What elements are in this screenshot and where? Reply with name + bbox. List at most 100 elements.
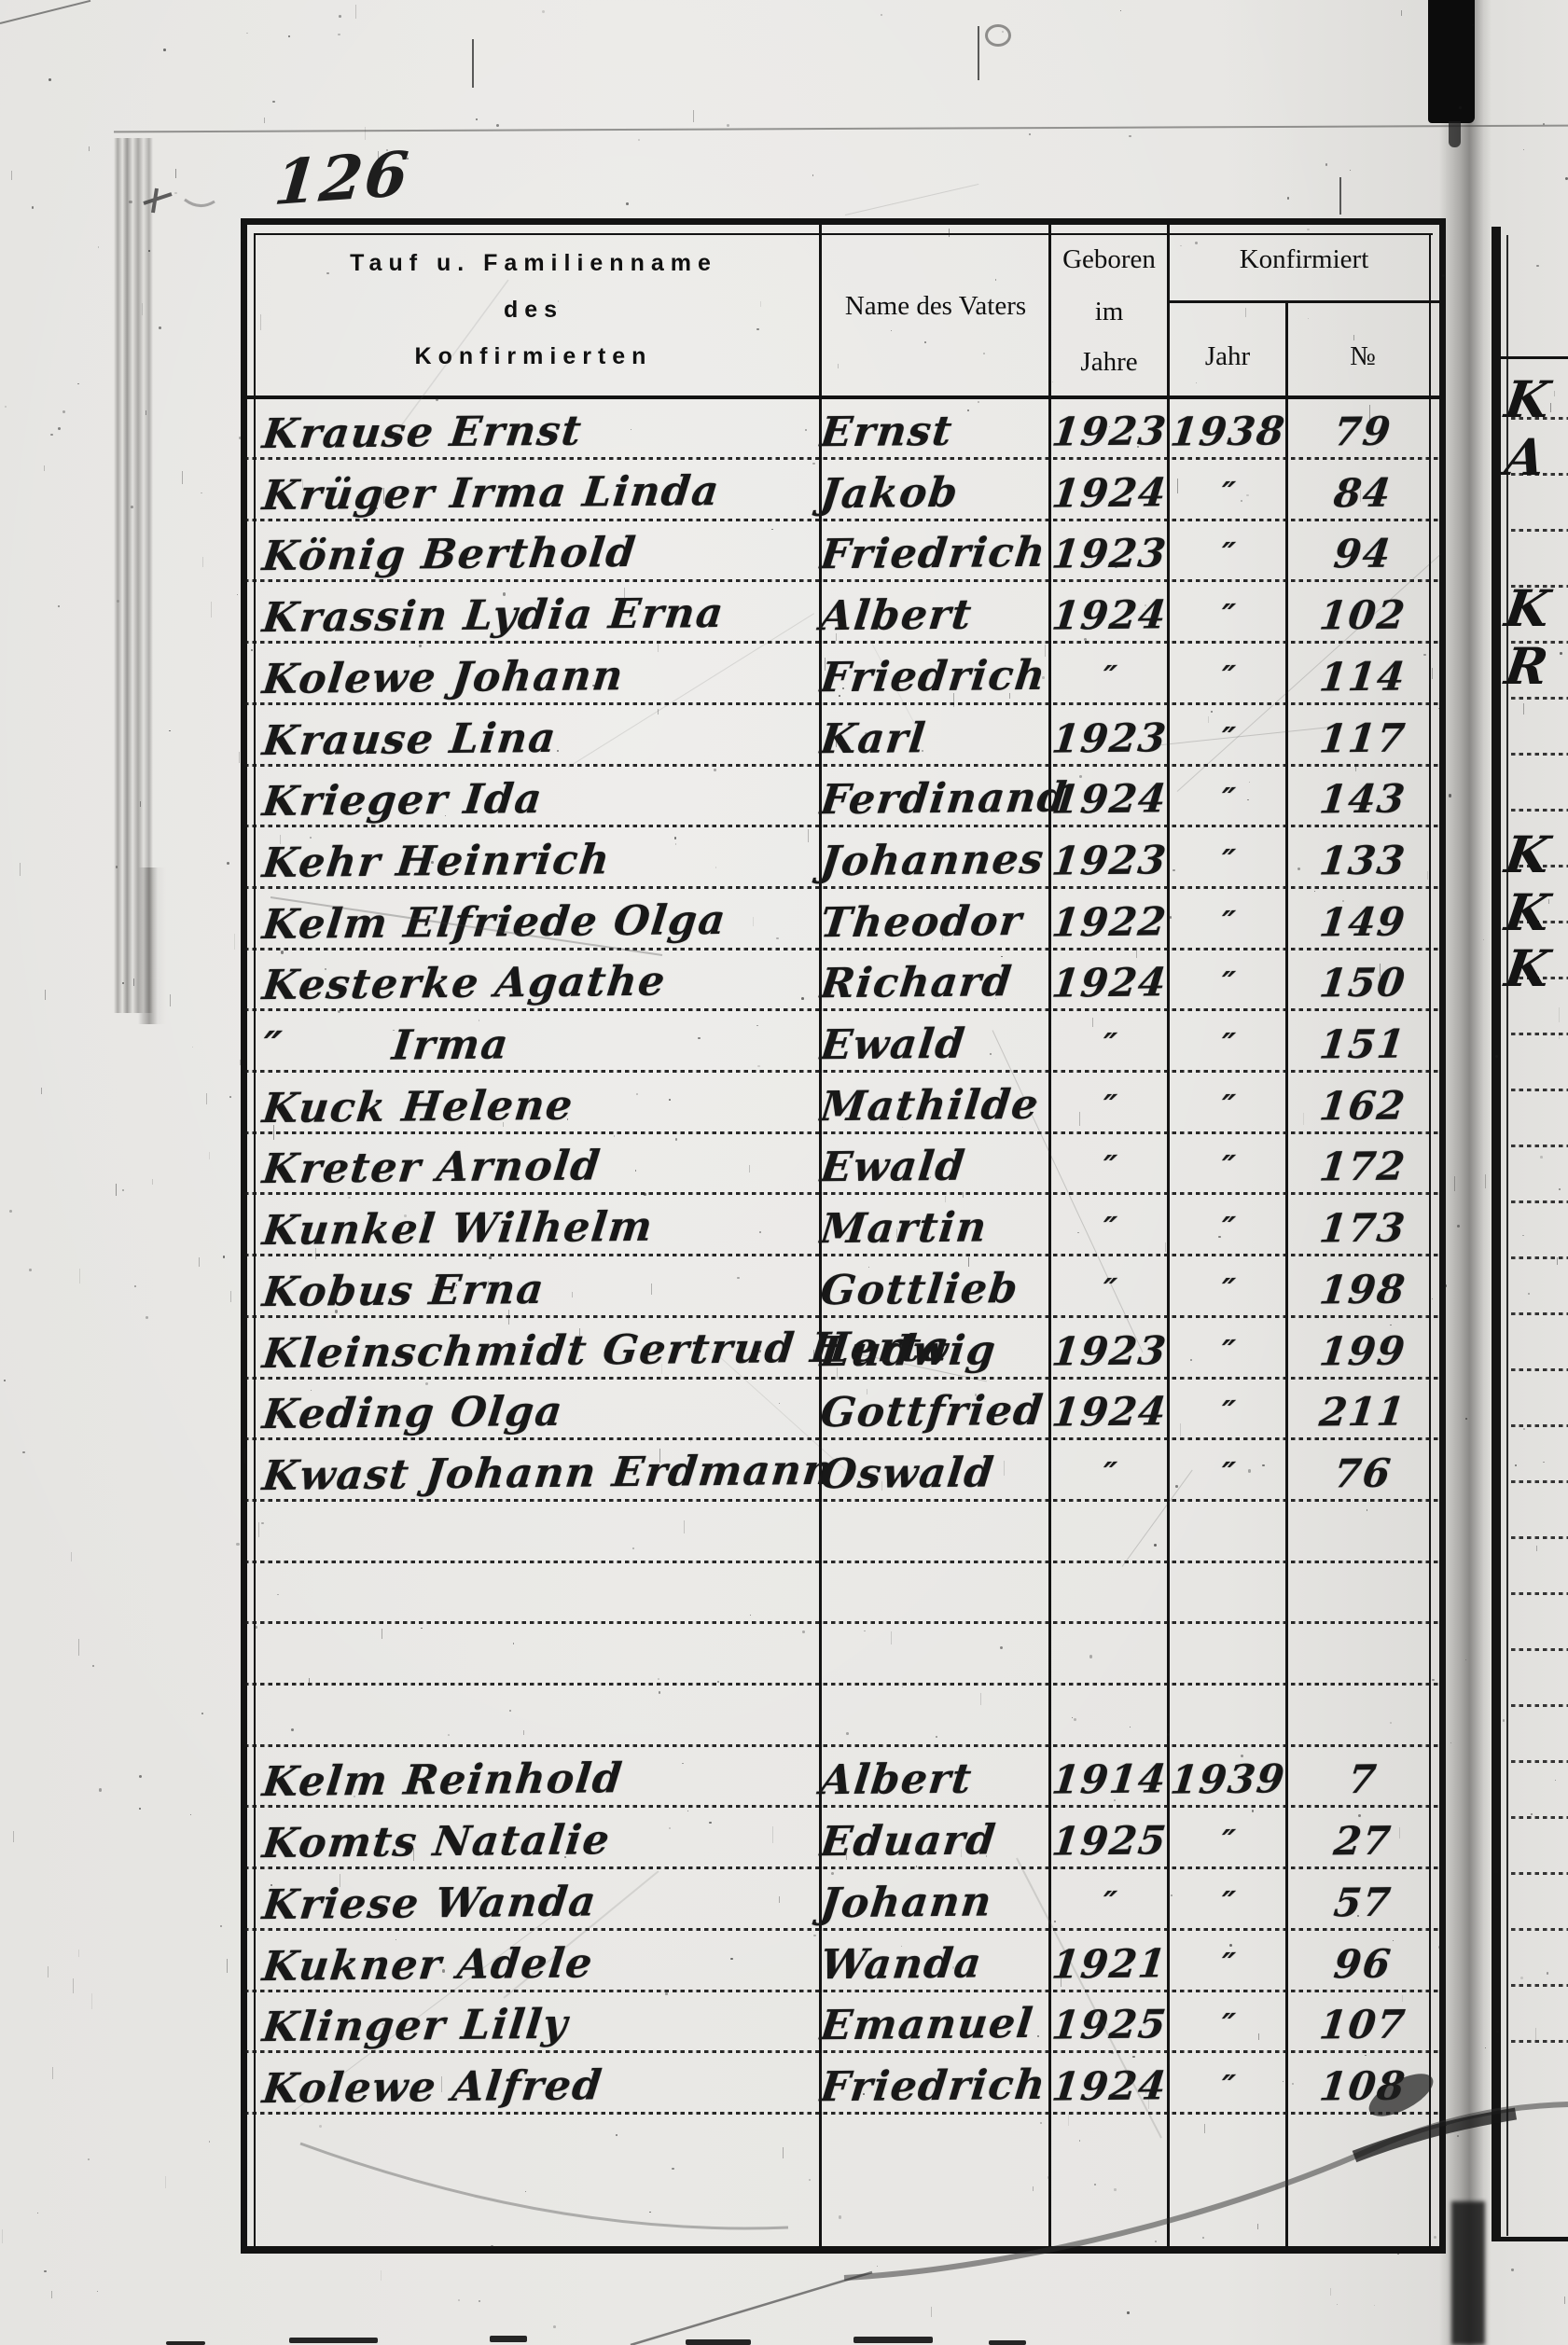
noise-speck bbox=[209, 2141, 211, 2143]
noise-dash bbox=[952, 692, 954, 708]
noise-speck bbox=[1390, 1324, 1392, 1326]
noise-dash bbox=[1535, 2027, 1537, 2042]
noise-speck bbox=[458, 1236, 462, 1239]
noise-speck bbox=[1089, 1655, 1093, 1658]
noise-dash bbox=[650, 1283, 652, 1295]
noise-dash bbox=[942, 934, 944, 941]
noise-dash bbox=[132, 978, 134, 987]
right-page-dotted-rule bbox=[1511, 1928, 1568, 1931]
noise-speck bbox=[1349, 169, 1352, 172]
noise-dash bbox=[152, 1178, 154, 1185]
noise-speck bbox=[626, 202, 629, 206]
noise-speck bbox=[902, 1355, 904, 1357]
bottom-edge-marks bbox=[166, 2336, 1026, 2345]
noise-speck bbox=[929, 1176, 932, 1178]
table-row: Kwast Johann Erdmann Oswald ″ ″ 76 bbox=[244, 1440, 1442, 1502]
noise-speck bbox=[877, 2265, 879, 2268]
dotted-row-rule bbox=[244, 885, 1442, 889]
noise-speck bbox=[840, 615, 843, 617]
noise-dash bbox=[264, 118, 266, 123]
ring-smudge bbox=[985, 24, 1011, 47]
scratch-line bbox=[391, 279, 509, 439]
noise-dash bbox=[1176, 479, 1178, 493]
noise-speck bbox=[1543, 1461, 1545, 1464]
noise-dash bbox=[579, 1327, 581, 1337]
noise-speck bbox=[1560, 651, 1563, 655]
noise-speck bbox=[1450, 1741, 1452, 1743]
noise-speck bbox=[22, 1450, 25, 1454]
noise-dash bbox=[233, 933, 235, 950]
noise-speck bbox=[1131, 2055, 1135, 2059]
right-page-dotted-rule bbox=[1511, 809, 1568, 812]
noise-speck bbox=[985, 1855, 988, 1858]
noise-dash bbox=[140, 800, 142, 807]
noise-speck bbox=[1356, 1915, 1359, 1918]
noise-speck bbox=[1431, 1298, 1433, 1300]
noise-dash bbox=[1145, 2086, 1146, 2094]
noise-speck bbox=[1523, 1427, 1526, 1431]
right-page-dotted-rule bbox=[1511, 641, 1568, 644]
noise-dash bbox=[79, 1269, 81, 1284]
header-born-line3: Jahre bbox=[1080, 347, 1138, 377]
noise-dash bbox=[683, 1519, 685, 1534]
noise-speck bbox=[1079, 775, 1082, 778]
noise-dash bbox=[41, 1088, 43, 1095]
book-fold-dark-bottom bbox=[1451, 2201, 1485, 2345]
noise-speck bbox=[845, 1731, 849, 1735]
noise-dash bbox=[771, 1826, 773, 1843]
noise-dash bbox=[52, 2067, 54, 2079]
header-father: Name des Vaters bbox=[844, 291, 1027, 321]
noise-speck bbox=[1444, 1284, 1448, 1287]
noise-dash bbox=[624, 588, 626, 602]
noise-speck bbox=[411, 436, 415, 438]
noise-speck bbox=[994, 998, 996, 1000]
dotted-row-rule bbox=[244, 1131, 1442, 1134]
noise-speck bbox=[145, 1316, 148, 1320]
noise-speck bbox=[326, 271, 329, 275]
noise-speck bbox=[1034, 1101, 1038, 1103]
noise-speck bbox=[1459, 106, 1463, 110]
noise-speck bbox=[869, 1119, 872, 1122]
noise-dash bbox=[1068, 2112, 1070, 2126]
noise-dash bbox=[208, 1152, 210, 1160]
noise-speck bbox=[441, 1969, 445, 1973]
noise-speck bbox=[709, 1821, 712, 1825]
noise-dash bbox=[963, 1192, 964, 1198]
noise-speck bbox=[1246, 493, 1249, 497]
table-row: Kobus Erna Gottlieb ″ ″ 198 bbox=[244, 1256, 1442, 1318]
header-name-line2: des bbox=[503, 297, 564, 323]
noise-dash bbox=[174, 169, 176, 179]
noise-speck bbox=[1247, 1469, 1252, 1473]
noise-speck bbox=[966, 409, 969, 412]
noise-dash bbox=[1559, 1034, 1561, 1040]
noise-speck bbox=[838, 2215, 841, 2219]
noise-dash bbox=[272, 1125, 274, 1140]
noise-dash bbox=[881, 1481, 883, 1492]
noise-dash bbox=[528, 1102, 530, 1115]
right-page-dotted-rule bbox=[1511, 473, 1568, 476]
noise-speck bbox=[91, 1664, 95, 1667]
noise-speck bbox=[1464, 1417, 1467, 1421]
noise-dash bbox=[532, 619, 534, 630]
noise-speck bbox=[1144, 2022, 1147, 2025]
noise-dash bbox=[1359, 490, 1361, 502]
noise-speck bbox=[508, 1709, 511, 1713]
noise-dash bbox=[660, 1364, 662, 1374]
noise-dash bbox=[244, 1448, 246, 1464]
noise-speck bbox=[425, 1381, 429, 1385]
noise-speck bbox=[757, 1064, 760, 1068]
noise-speck bbox=[385, 148, 389, 152]
noise-speck bbox=[1190, 1359, 1193, 1362]
noise-speck bbox=[116, 600, 119, 604]
table-row: Komts Natalie Eduard 1925 ″ 27 bbox=[244, 1808, 1442, 1870]
noise-speck bbox=[1559, 1188, 1561, 1190]
noise-speck bbox=[675, 843, 677, 845]
noise-dash bbox=[71, 1552, 73, 1562]
noise-speck bbox=[495, 124, 500, 128]
noise-speck bbox=[1325, 163, 1328, 167]
noise-speck bbox=[4, 1380, 7, 1382]
noise-speck bbox=[665, 1992, 669, 1995]
noise-dash bbox=[1379, 963, 1381, 978]
noise-speck bbox=[395, 1938, 397, 1940]
noise-speck bbox=[422, 488, 424, 491]
